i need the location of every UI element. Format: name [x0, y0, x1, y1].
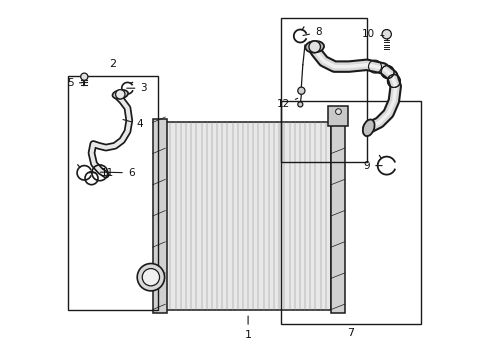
Circle shape: [297, 87, 305, 94]
Text: 3: 3: [126, 83, 147, 93]
Text: 11: 11: [89, 168, 114, 178]
Circle shape: [297, 102, 302, 107]
Text: 6: 6: [100, 168, 134, 178]
Bar: [280, 18, 366, 162]
Text: 4: 4: [122, 119, 143, 129]
Ellipse shape: [305, 41, 324, 53]
Ellipse shape: [362, 120, 374, 136]
Circle shape: [335, 109, 341, 114]
Circle shape: [381, 30, 390, 39]
Bar: [152, 119, 167, 313]
Bar: [280, 101, 420, 324]
Bar: [68, 76, 158, 310]
Circle shape: [115, 90, 125, 99]
Circle shape: [81, 73, 88, 80]
Text: 12: 12: [276, 98, 297, 109]
Circle shape: [142, 269, 159, 286]
Text: 10: 10: [362, 29, 383, 39]
Circle shape: [137, 264, 164, 291]
Circle shape: [308, 41, 320, 53]
Bar: [165, 122, 330, 310]
Text: 2: 2: [109, 59, 117, 69]
Bar: [330, 119, 344, 313]
Ellipse shape: [112, 90, 128, 99]
Text: 7: 7: [346, 328, 353, 338]
Text: 1: 1: [244, 316, 251, 340]
Text: 9: 9: [363, 161, 381, 171]
Text: 8: 8: [303, 27, 321, 37]
Bar: [328, 106, 347, 126]
Text: 5: 5: [67, 78, 81, 88]
